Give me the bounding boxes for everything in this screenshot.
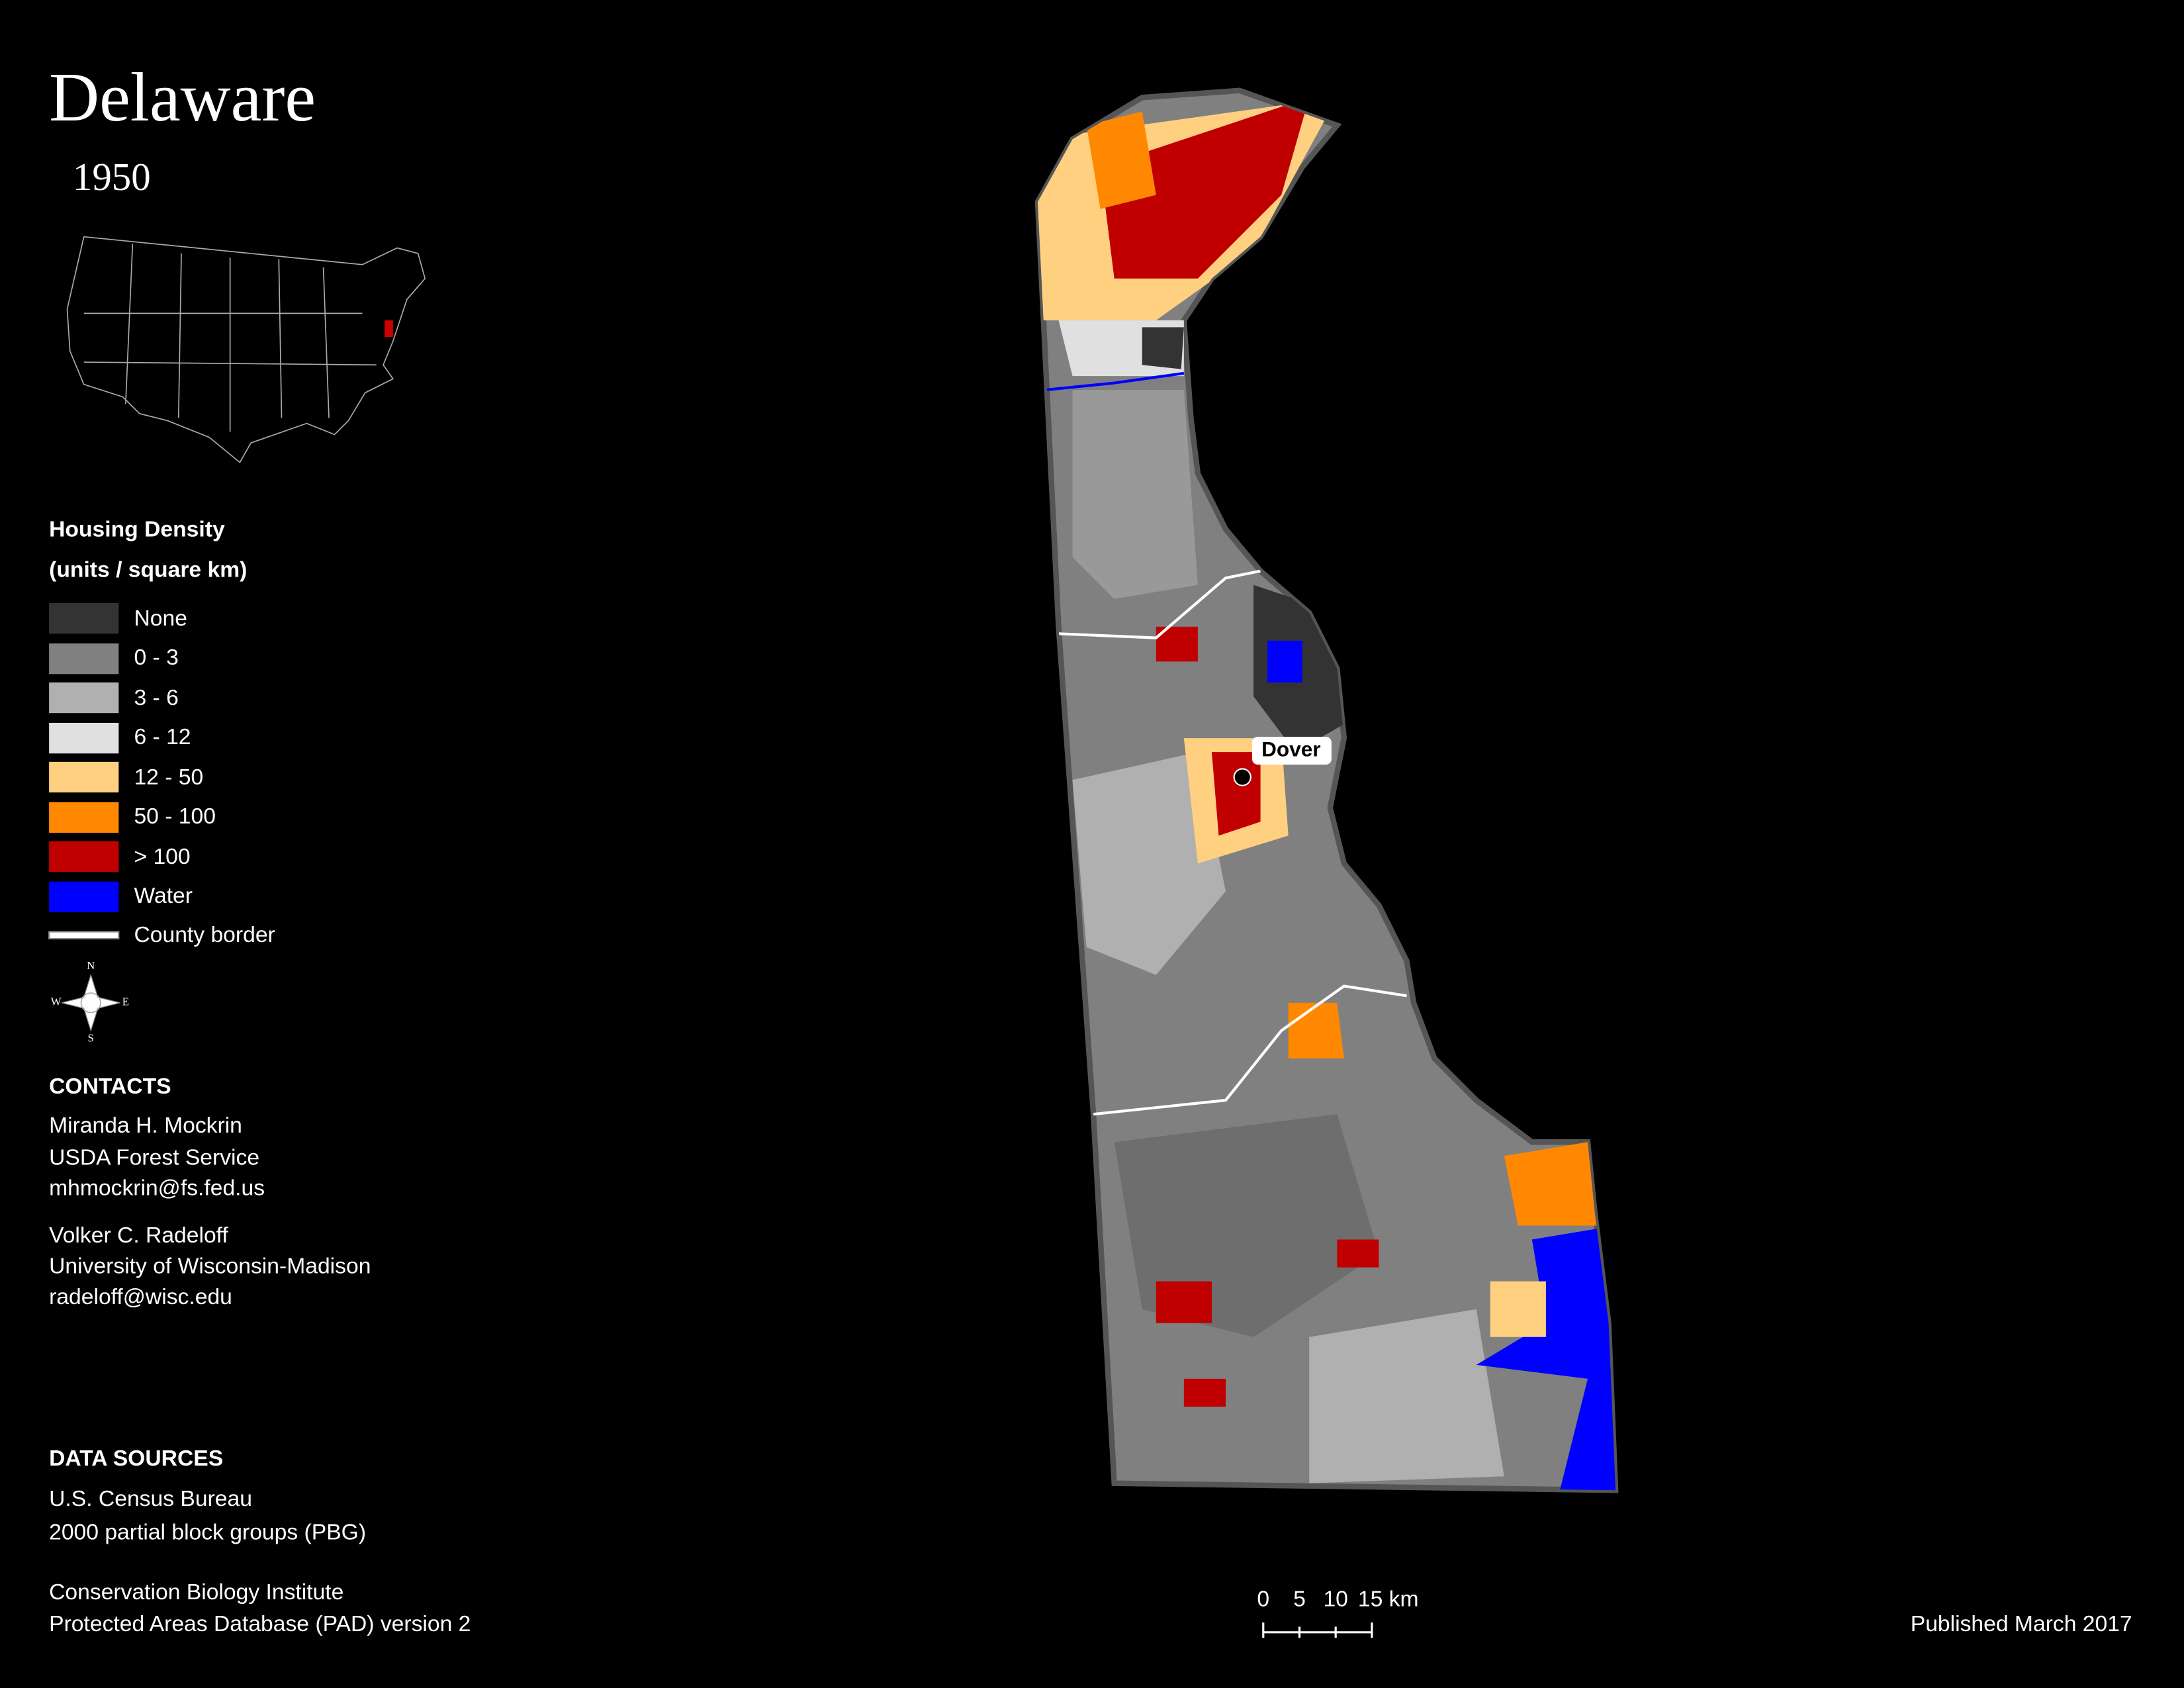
source-line: Conservation Biology Institute (49, 1580, 343, 1605)
us-inset (66, 236, 426, 463)
contact-line: radeloff@wisc.edu (49, 1285, 232, 1309)
compass-label: N (87, 959, 95, 972)
legend: None 0 - 3 3 - 6 6 - 12 12 - 50 50 - 100… (48, 603, 275, 947)
legend-subtitle: (units / square km) (49, 558, 247, 583)
legend-swatch (49, 761, 119, 793)
source-line: Protected Areas Database (PAD) version 2 (49, 1612, 471, 1636)
title: Delaware (49, 58, 316, 136)
scale-label: 15 km (1358, 1587, 1419, 1611)
legend-swatch (49, 722, 119, 754)
compass-label: W (51, 996, 62, 1008)
legend-swatch (49, 881, 119, 913)
published: Published March 2017 (1911, 1612, 2132, 1636)
legend-label: County border (134, 923, 275, 947)
legend-swatch (49, 643, 119, 675)
legend-swatch (49, 603, 119, 634)
legend-swatch (49, 802, 119, 833)
city-label: Dover (1261, 737, 1320, 761)
legend-label: 3 - 6 (134, 686, 178, 710)
legend-label: > 100 (134, 845, 190, 869)
contact-line: University of Wisconsin-Madison (49, 1254, 371, 1278)
contact-line: mhmockrin@fs.fed.us (49, 1176, 265, 1201)
compass-label: E (122, 996, 129, 1008)
legend-label: 12 - 50 (134, 765, 203, 790)
legend-label: Water (134, 884, 193, 908)
scale-label: 10 (1323, 1587, 1347, 1611)
legend-swatch (49, 841, 119, 872)
legend-label: 6 - 12 (134, 725, 191, 749)
legend-swatch (49, 682, 119, 714)
year: 1950 (73, 156, 151, 199)
source-line: U.S. Census Bureau (49, 1487, 252, 1511)
scale-label: 0 (1257, 1587, 1269, 1611)
contacts-heading: CONTACTS (49, 1074, 171, 1099)
compass-label: S (88, 1031, 94, 1044)
scale-bar: 0 5 10 15 km (1257, 1587, 1419, 1638)
sources-heading: DATA SOURCES (49, 1446, 223, 1471)
scale-label: 5 (1293, 1587, 1306, 1611)
contact-line: USDA Forest Service (49, 1145, 259, 1170)
compass: N E S W (51, 959, 129, 1044)
legend-label: 50 - 100 (134, 804, 216, 829)
delaware-map: Dover (1034, 87, 1619, 1493)
legend-label: None (134, 606, 187, 631)
contact-line: Miranda H. Mockrin (49, 1113, 242, 1138)
legend-label: 0 - 3 (134, 645, 178, 670)
legend-swatch (48, 931, 120, 940)
contact-line: Volker C. Radeloff (49, 1223, 228, 1248)
source-line: 2000 partial block groups (PBG) (49, 1520, 366, 1544)
legend-title: Housing Density (49, 517, 225, 541)
